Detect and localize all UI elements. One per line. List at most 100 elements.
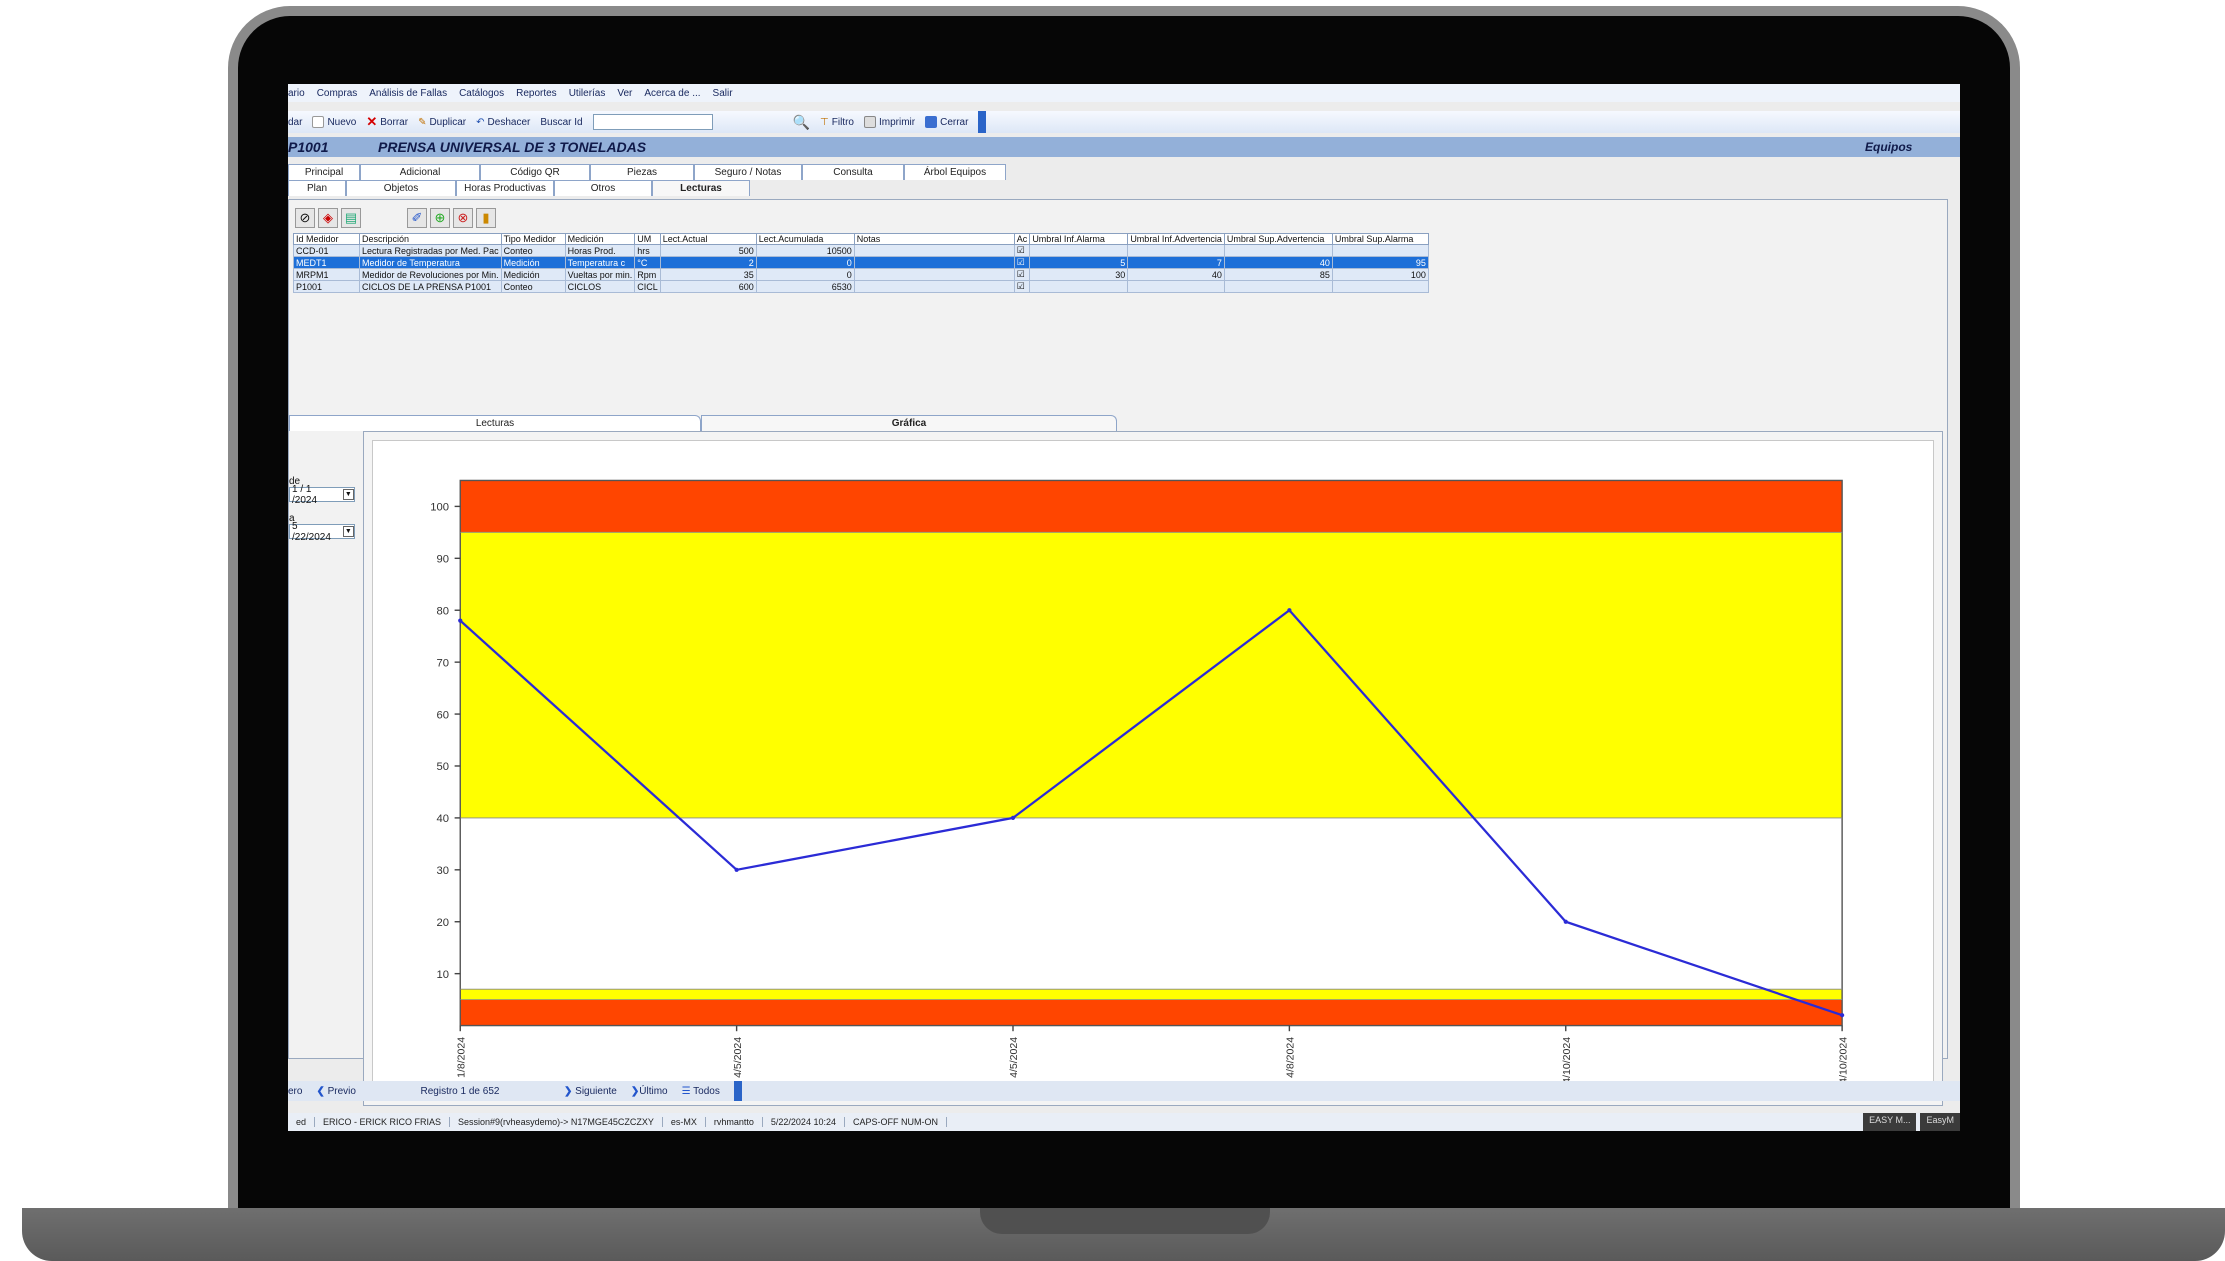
menu-item-7[interactable]: Acerca de ... xyxy=(644,87,701,99)
tab-row2-4[interactable]: Lecturas xyxy=(652,180,750,196)
shield-icon[interactable]: ◈ xyxy=(318,208,338,228)
x-tick-label: 4/10/2024 xyxy=(1561,1037,1573,1084)
menu-item-0[interactable]: ario xyxy=(288,87,305,99)
table-cell-acum: 6530 xyxy=(755,280,855,293)
table-cell-notas xyxy=(853,244,1015,257)
tab-4[interactable]: Seguro / Notas xyxy=(694,164,802,180)
table-cell-tipo: Medición xyxy=(500,256,566,269)
previous-record-button[interactable]: ❮ Previo xyxy=(316,1086,356,1097)
table-row[interactable]: P1001 CICLOS DE LA PRENSA P1001 Conteo CICL… xyxy=(293,280,1429,293)
table-cell-actual: 600 xyxy=(659,280,757,293)
table-cell-ac: ☑ xyxy=(1013,244,1031,257)
column-header[interactable]: Ac xyxy=(1013,233,1031,245)
table-cell-sa: 100 xyxy=(1331,268,1429,281)
tab-5[interactable]: Consulta xyxy=(802,164,904,180)
status-field-4: rvhmantto xyxy=(706,1117,763,1127)
tab-row2-1[interactable]: Objetos xyxy=(346,180,456,196)
date-to-picker[interactable]: 5 /22/2024 ▼ xyxy=(289,521,355,543)
add-reading-icon[interactable]: ⊕ xyxy=(430,208,450,228)
search-icon[interactable]: 🔍 xyxy=(792,113,811,130)
tab-6[interactable]: Árbol Equipos xyxy=(904,164,1006,180)
column-header[interactable]: Medición xyxy=(564,233,636,245)
menu-item-1[interactable]: Compras xyxy=(316,87,358,99)
column-header[interactable]: Notas xyxy=(853,233,1015,245)
record-navigation-bar: ero ❮ Previo Registro 1 de 652 ❯ Siguien… xyxy=(288,1081,1960,1101)
table-cell-iadv xyxy=(1127,244,1225,257)
search-id-input[interactable] xyxy=(592,114,713,130)
exit-icon xyxy=(925,116,938,128)
table-cell-tipo: Conteo xyxy=(500,244,566,257)
tab-1[interactable]: Adicional xyxy=(360,164,480,180)
date-from-label: de xyxy=(289,476,301,487)
tab-0[interactable]: Principal xyxy=(288,164,360,180)
column-header[interactable]: Umbral Sup.Alarma xyxy=(1331,233,1429,245)
column-header[interactable]: Umbral Inf.Advertencia xyxy=(1127,233,1225,245)
disable-icon[interactable]: ⊘ xyxy=(295,208,315,228)
readings-line-chart: 10 20 30 40 50 60 70 80 90 100 1/8/2024 4/5/2024 4/5… xyxy=(430,479,1849,1084)
print-label: Imprimir xyxy=(878,116,916,128)
last-record-button[interactable]: ❯Último xyxy=(631,1086,668,1097)
table-cell-um: Rpm xyxy=(634,268,661,281)
menu-item-6[interactable]: Ver xyxy=(617,87,633,99)
new-button[interactable]: Nuevo xyxy=(312,116,356,128)
delete-button[interactable]: ✕ Borrar xyxy=(366,114,408,130)
subtab-grafica[interactable]: Gráfica xyxy=(701,415,1117,431)
subtab-lecturas[interactable]: Lecturas xyxy=(289,415,701,431)
column-header[interactable]: UM xyxy=(634,233,661,245)
menu-item-3[interactable]: Catálogos xyxy=(459,87,505,99)
tab-row2-2[interactable]: Horas Productivas xyxy=(456,180,554,196)
remove-reading-icon[interactable]: ⊗ xyxy=(453,208,473,228)
menu-item-2[interactable]: Análisis de Fallas xyxy=(369,87,448,99)
tab-row2-0[interactable]: Plan xyxy=(288,180,346,196)
column-header[interactable]: Umbral Sup.Advertencia xyxy=(1223,233,1333,245)
print-button[interactable]: Imprimir xyxy=(863,116,916,128)
next-record-button[interactable]: ❯ Siguiente xyxy=(564,1086,617,1097)
x-tick-label: 4/8/2024 xyxy=(1285,1037,1297,1078)
column-header[interactable]: Lect.Acumulada xyxy=(755,233,855,245)
date-to-dropdown-icon[interactable]: ▼ xyxy=(342,526,354,537)
column-header[interactable]: Id Medidor xyxy=(293,233,360,245)
edit-icon[interactable]: ✐ xyxy=(407,208,427,228)
menu-item-5[interactable]: Utilerías xyxy=(568,87,606,99)
clear-icon[interactable]: ▮ xyxy=(476,208,496,228)
tab-3[interactable]: Piezas xyxy=(590,164,694,180)
table-cell-med: Vueltas por min. xyxy=(564,268,636,281)
threshold-band xyxy=(460,532,1843,818)
chart-area: 10 20 30 40 50 60 70 80 90 100 1/8/2024 4/5/2024 4/5… xyxy=(372,440,1934,1095)
record-name: PRENSA UNIVERSAL DE 3 TONELADAS xyxy=(378,139,647,155)
tab-2[interactable]: Código QR xyxy=(480,164,590,180)
save-label: dar xyxy=(288,116,303,128)
tab-row2-3[interactable]: Otros xyxy=(554,180,652,196)
y-tick-label: 80 xyxy=(436,605,449,617)
duplicate-button[interactable]: ✎ Duplicar xyxy=(418,117,466,128)
filter-button[interactable]: ⊤ Filtro xyxy=(820,117,854,128)
tray-app-2[interactable]: EasyM xyxy=(1920,1113,1960,1131)
toolbar: dar Nuevo ✕ Borrar ✎ Duplicar ↶ Deshacer Bu… xyxy=(288,111,1960,133)
menu-item-8[interactable]: Salir xyxy=(712,87,733,99)
tabs-row-2: Plan Objetos Horas Productivas Otros Lectura… xyxy=(288,180,750,196)
table-row[interactable]: MEDT1 Medidor de Temperatura Medición Tempe… xyxy=(293,256,1429,269)
report-icon[interactable]: ▤ xyxy=(341,208,361,228)
menu-item-4[interactable]: Reportes xyxy=(516,87,557,99)
table-cell-ia: 5 xyxy=(1029,256,1129,269)
date-from-picker[interactable]: 1 / 1 /2024 ▼ xyxy=(289,484,355,506)
status-field-5: 5/22/2024 10:24 xyxy=(763,1117,845,1127)
all-records-button[interactable]: ☰ Todos xyxy=(682,1086,720,1097)
table-row[interactable]: CCD-01 Lectura Registradas por Med. Pac Co… xyxy=(293,244,1429,257)
undo-icon: ↶ xyxy=(476,116,485,128)
first-record-button[interactable]: ero xyxy=(288,1085,303,1097)
column-header[interactable]: Lect.Actual xyxy=(659,233,757,245)
date-from-dropdown-icon[interactable]: ▼ xyxy=(342,489,354,500)
tray-app-1[interactable]: EASY M... xyxy=(1863,1113,1917,1131)
new-label: Nuevo xyxy=(327,116,357,128)
save-button[interactable]: dar xyxy=(288,117,302,128)
y-tick-label: 40 xyxy=(436,813,449,825)
column-header[interactable]: Descripción xyxy=(359,233,502,245)
table-row[interactable]: MRPM1 Medidor de Revoluciones por Min. Med… xyxy=(293,268,1429,281)
record-id: P1001 xyxy=(288,139,329,155)
column-header[interactable]: Umbral Inf.Alarma xyxy=(1029,233,1129,245)
column-header[interactable]: Tipo Medidor xyxy=(500,233,566,245)
undo-button[interactable]: ↶ Deshacer xyxy=(476,117,530,128)
threshold-band xyxy=(460,989,1843,1000)
close-button[interactable]: Cerrar xyxy=(925,116,968,128)
